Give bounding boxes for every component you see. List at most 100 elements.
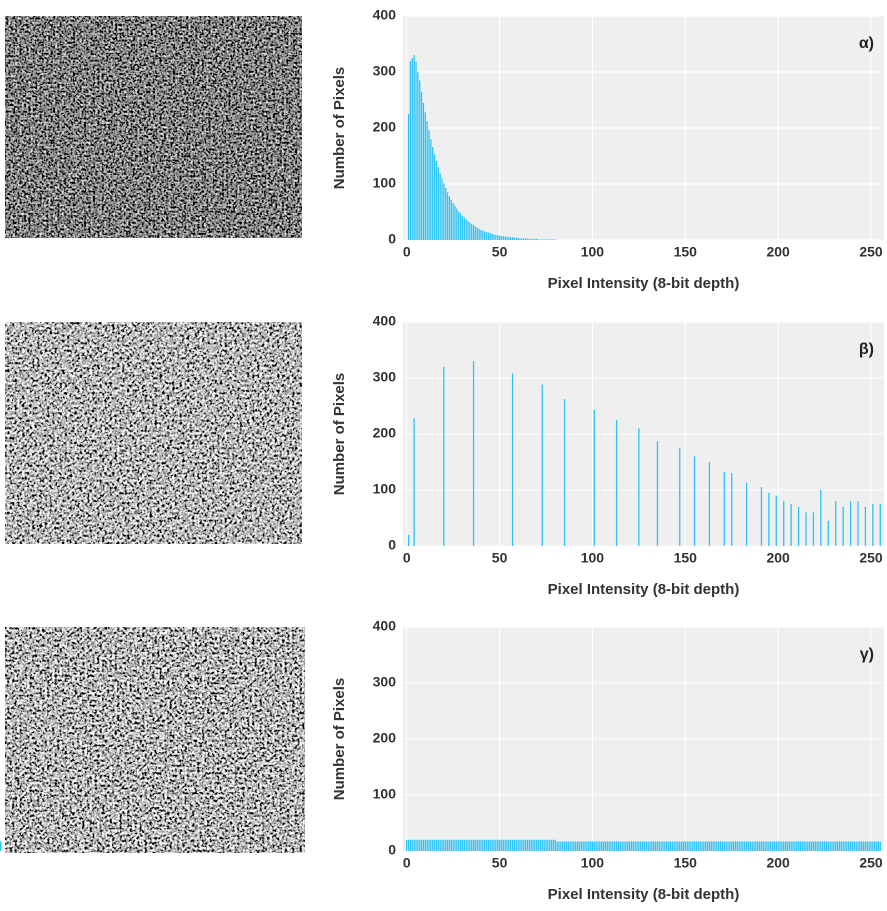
bar	[628, 841, 631, 851]
y-tick-label: 200	[373, 119, 397, 135]
bar	[714, 841, 716, 851]
bar	[430, 839, 432, 851]
bar	[599, 841, 601, 851]
bar	[582, 841, 584, 851]
bar	[775, 495, 777, 546]
bar	[725, 841, 727, 851]
bar	[610, 841, 612, 851]
bar	[467, 220, 469, 240]
bar	[422, 839, 425, 851]
bar	[690, 841, 692, 851]
bar	[608, 841, 610, 851]
x-tick-label: 250	[859, 855, 883, 871]
bar	[740, 841, 742, 851]
bar	[478, 228, 480, 240]
bar	[799, 841, 802, 851]
bar	[515, 237, 517, 240]
bar	[638, 428, 640, 546]
bar	[511, 237, 514, 240]
bar	[432, 147, 434, 240]
bar	[868, 841, 870, 851]
y-tick-label: 0	[388, 231, 396, 247]
bar	[439, 173, 441, 240]
bar	[424, 839, 426, 851]
bar	[439, 839, 441, 851]
bar	[797, 841, 800, 851]
bar	[812, 512, 815, 546]
bar	[835, 841, 837, 851]
bar	[456, 208, 458, 240]
bar	[497, 235, 499, 240]
bar	[524, 238, 527, 240]
bar	[413, 418, 415, 546]
bar	[823, 841, 826, 851]
bar	[426, 839, 428, 851]
x-axis-title: Pixel Intensity (8-bit depth)	[548, 275, 740, 292]
bar	[424, 112, 426, 240]
bar	[471, 224, 473, 240]
bar	[632, 841, 634, 851]
bar	[430, 139, 432, 240]
bar	[809, 841, 811, 851]
bar	[679, 448, 681, 546]
bar	[645, 841, 647, 851]
bar	[723, 841, 725, 851]
bar	[532, 839, 534, 851]
bar	[734, 841, 737, 851]
bar	[708, 462, 711, 546]
bar	[437, 167, 439, 240]
bar	[693, 456, 696, 546]
bar	[831, 841, 833, 851]
bar	[745, 482, 748, 546]
bar	[757, 841, 759, 851]
bar	[825, 841, 828, 851]
annotation: γ)	[860, 646, 874, 663]
bar	[422, 102, 425, 240]
bar	[651, 841, 653, 851]
x-tick-label: 200	[766, 550, 790, 566]
bar	[606, 841, 608, 851]
bar	[407, 534, 410, 546]
bar	[829, 841, 831, 851]
bar	[615, 841, 618, 851]
bar	[836, 841, 839, 851]
bar	[547, 839, 549, 851]
bar	[536, 839, 538, 851]
bar	[413, 55, 415, 241]
bar	[474, 839, 477, 851]
bar	[680, 841, 683, 851]
bar	[705, 841, 707, 851]
bar	[617, 841, 620, 851]
bar	[755, 841, 757, 851]
bar	[745, 841, 748, 851]
bar	[454, 205, 456, 240]
bar	[760, 841, 763, 851]
bar	[498, 235, 501, 240]
bar	[458, 839, 460, 851]
bar	[476, 839, 478, 851]
bar	[539, 839, 542, 851]
y-tick-label: 200	[373, 425, 397, 441]
bar	[747, 841, 750, 851]
bar	[547, 239, 549, 240]
bar	[491, 839, 493, 851]
bar	[706, 841, 709, 851]
bar	[534, 839, 536, 851]
x-tick-label: 50	[492, 550, 508, 566]
bar	[523, 238, 525, 240]
y-tick-label: 0	[388, 842, 396, 858]
bar	[710, 841, 712, 851]
bar	[563, 841, 566, 851]
bar	[458, 211, 460, 240]
bar	[591, 841, 594, 851]
bar	[428, 839, 430, 851]
bar	[827, 520, 829, 546]
bar	[541, 839, 543, 851]
bar	[861, 841, 863, 851]
bar	[877, 841, 880, 851]
bar	[478, 839, 480, 851]
bar	[511, 373, 514, 546]
bar	[716, 841, 718, 851]
bar	[484, 839, 486, 851]
bar	[875, 841, 878, 851]
